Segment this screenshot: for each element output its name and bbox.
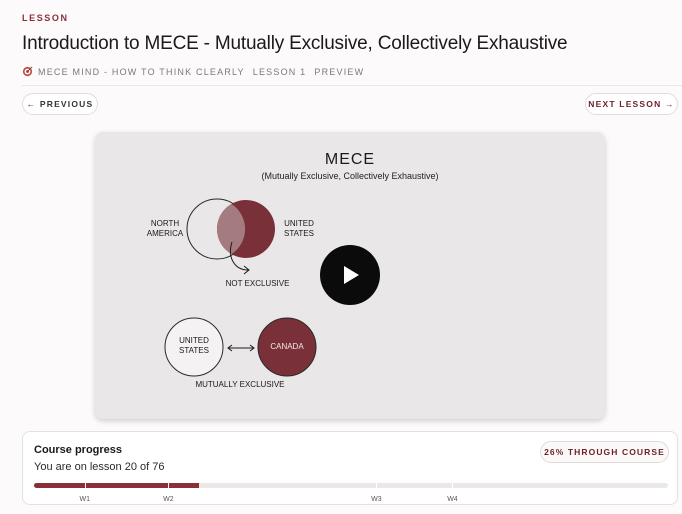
north-america-label: NORTH AMERICA	[146, 219, 184, 238]
mece-illustration	[164, 198, 317, 377]
canada-circle	[257, 317, 317, 377]
progress-title: Course progress	[34, 444, 123, 456]
progress-subtitle: You are on lesson 20 of 76	[34, 461, 165, 473]
week-tick-2	[168, 483, 170, 488]
week-tick-1	[84, 483, 86, 488]
video-player[interactable]: MECE (Mutually Exclusive, Collectively E…	[95, 132, 605, 419]
united-states-circle-bottom	[164, 317, 224, 377]
week-label-4: W4	[447, 496, 458, 503]
lesson-number: LESSON 1	[252, 66, 307, 77]
progress-badge: 26% THROUGH COURSE	[540, 441, 669, 463]
course-progress-card: Course progress You are on lesson 20 of …	[22, 431, 678, 505]
target-icon	[22, 66, 33, 77]
united-states-label-top: UNITED STATES	[284, 219, 314, 238]
united-states-label-bottom: UNITED STATES	[179, 336, 209, 355]
lesson-meta: MECE MIND - HOW TO THINK CLEARLY LESSON …	[22, 66, 364, 77]
divider	[22, 85, 682, 86]
lesson-eyebrow: LESSON	[22, 13, 69, 23]
preview-label: PREVIEW	[314, 66, 365, 77]
page-title: Introduction to MECE - Mutually Exclusiv…	[22, 33, 568, 54]
video-subtitle: (Mutually Exclusive, Collectively Exhaus…	[261, 171, 439, 181]
overlap-region	[217, 203, 246, 255]
previous-button[interactable]: ← PREVIOUS	[22, 93, 98, 115]
week-tick-4	[452, 483, 454, 488]
not-exclusive-label: NOT EXCLUSIVE	[225, 279, 290, 288]
play-button[interactable]	[320, 245, 380, 305]
course-name[interactable]: MECE MIND - HOW TO THINK CLEARLY	[38, 66, 245, 77]
progress-fill	[34, 483, 199, 488]
canada-label: CANADA	[270, 342, 304, 351]
video-title: MECE	[324, 151, 376, 168]
week-tick-3	[376, 483, 378, 488]
play-icon	[344, 266, 359, 284]
week-label-2: W2	[163, 496, 174, 503]
mutually-exclusive-label: MUTUALLY EXCLUSIVE	[195, 380, 285, 389]
not-exclusive-arrow	[230, 241, 249, 271]
week-label-1: W1	[79, 496, 90, 503]
next-lesson-button[interactable]: NEXT LESSON →	[585, 93, 678, 115]
progress-bar	[34, 483, 668, 488]
week-label-3: W3	[371, 496, 382, 503]
